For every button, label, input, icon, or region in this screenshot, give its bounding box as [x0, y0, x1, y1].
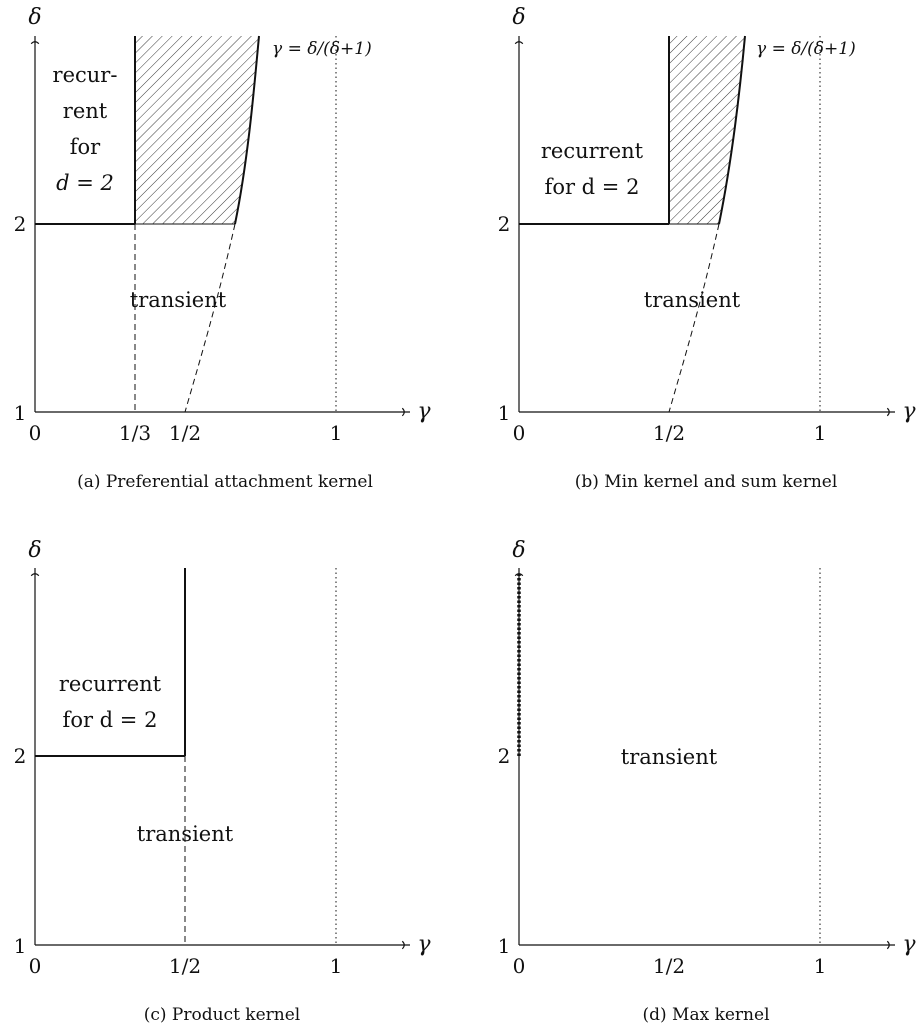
curve-label: γ = δ/(δ+1) [756, 39, 856, 59]
transient-label: transient [621, 745, 718, 769]
transient-label: transient [137, 822, 234, 846]
x-axis-name: γ [902, 932, 916, 957]
caption: (a) Preferential attachment kernel [77, 472, 373, 492]
y-tick-2: 2 [498, 744, 511, 768]
y-axis-name: δ [28, 5, 41, 30]
panel-b: δ γ 1 2 0 1/2 1 recurrent for d = 2 tran… [498, 5, 917, 492]
y-tick-2: 2 [14, 744, 27, 768]
recurrent-label-line-3: for [70, 135, 101, 159]
x-tick-half: 1/2 [653, 954, 685, 978]
y-axis-name: δ [512, 538, 525, 563]
transient-label: transient [644, 288, 741, 312]
panel-c: δ γ 1 2 0 1/2 1 recurrent for d = 2 tran… [14, 538, 432, 1025]
critical-curve [234, 35, 260, 225]
recurrent-label-line-1: recur- [53, 63, 118, 87]
hatched-region [669, 36, 745, 224]
dashed-curve [184, 223, 236, 413]
hatched-region [135, 36, 259, 224]
x-tick-1: 1 [814, 421, 827, 445]
x-tick-1: 1 [814, 954, 827, 978]
x-tick-half: 1/2 [653, 421, 685, 445]
caption: (b) Min kernel and sum kernel [575, 472, 838, 492]
x-axis-name: γ [417, 399, 431, 424]
critical-curve [718, 35, 746, 225]
recurrent-label-line-4: d = 2 [56, 171, 114, 195]
curve-label: γ = δ/(δ+1) [272, 39, 372, 59]
y-tick-1: 1 [14, 934, 27, 958]
x-axis-name: γ [417, 932, 431, 957]
x-tick-third: 1/3 [119, 421, 151, 445]
transient-label: transient [130, 288, 227, 312]
x-tick-0: 0 [29, 421, 42, 445]
recurrent-label-line-2: for d = 2 [63, 708, 158, 732]
recurrent-label-line-2: rent [63, 99, 108, 123]
panel-d: δ γ 1 2 0 1/2 1 transient (d) Max kernel [498, 538, 917, 1025]
y-tick-1: 1 [14, 401, 27, 425]
recurrent-label-line-1: recurrent [541, 139, 644, 163]
x-tick-0: 0 [513, 954, 526, 978]
x-tick-0: 0 [29, 954, 42, 978]
x-axis-name: γ [902, 399, 916, 424]
recurrent-label-line-1: recurrent [59, 672, 162, 696]
y-axis-name: δ [28, 538, 41, 563]
x-tick-half: 1/2 [169, 954, 201, 978]
y-tick-1: 1 [498, 934, 511, 958]
recurrent-label-line-2: for d = 2 [545, 175, 640, 199]
x-tick-1: 1 [330, 954, 343, 978]
y-axis-name: δ [512, 5, 525, 30]
x-tick-half: 1/2 [169, 421, 201, 445]
caption: (d) Max kernel [642, 1005, 769, 1025]
caption: (c) Product kernel [144, 1005, 301, 1025]
y-tick-2: 2 [14, 212, 27, 236]
dashed-curve [668, 223, 720, 413]
y-tick-2: 2 [498, 212, 511, 236]
x-tick-1: 1 [330, 421, 343, 445]
x-tick-0: 0 [513, 421, 526, 445]
panel-a: δ γ 1 2 0 1/3 1/2 1 recur- rent for d = … [14, 5, 432, 492]
y-tick-1: 1 [498, 401, 511, 425]
